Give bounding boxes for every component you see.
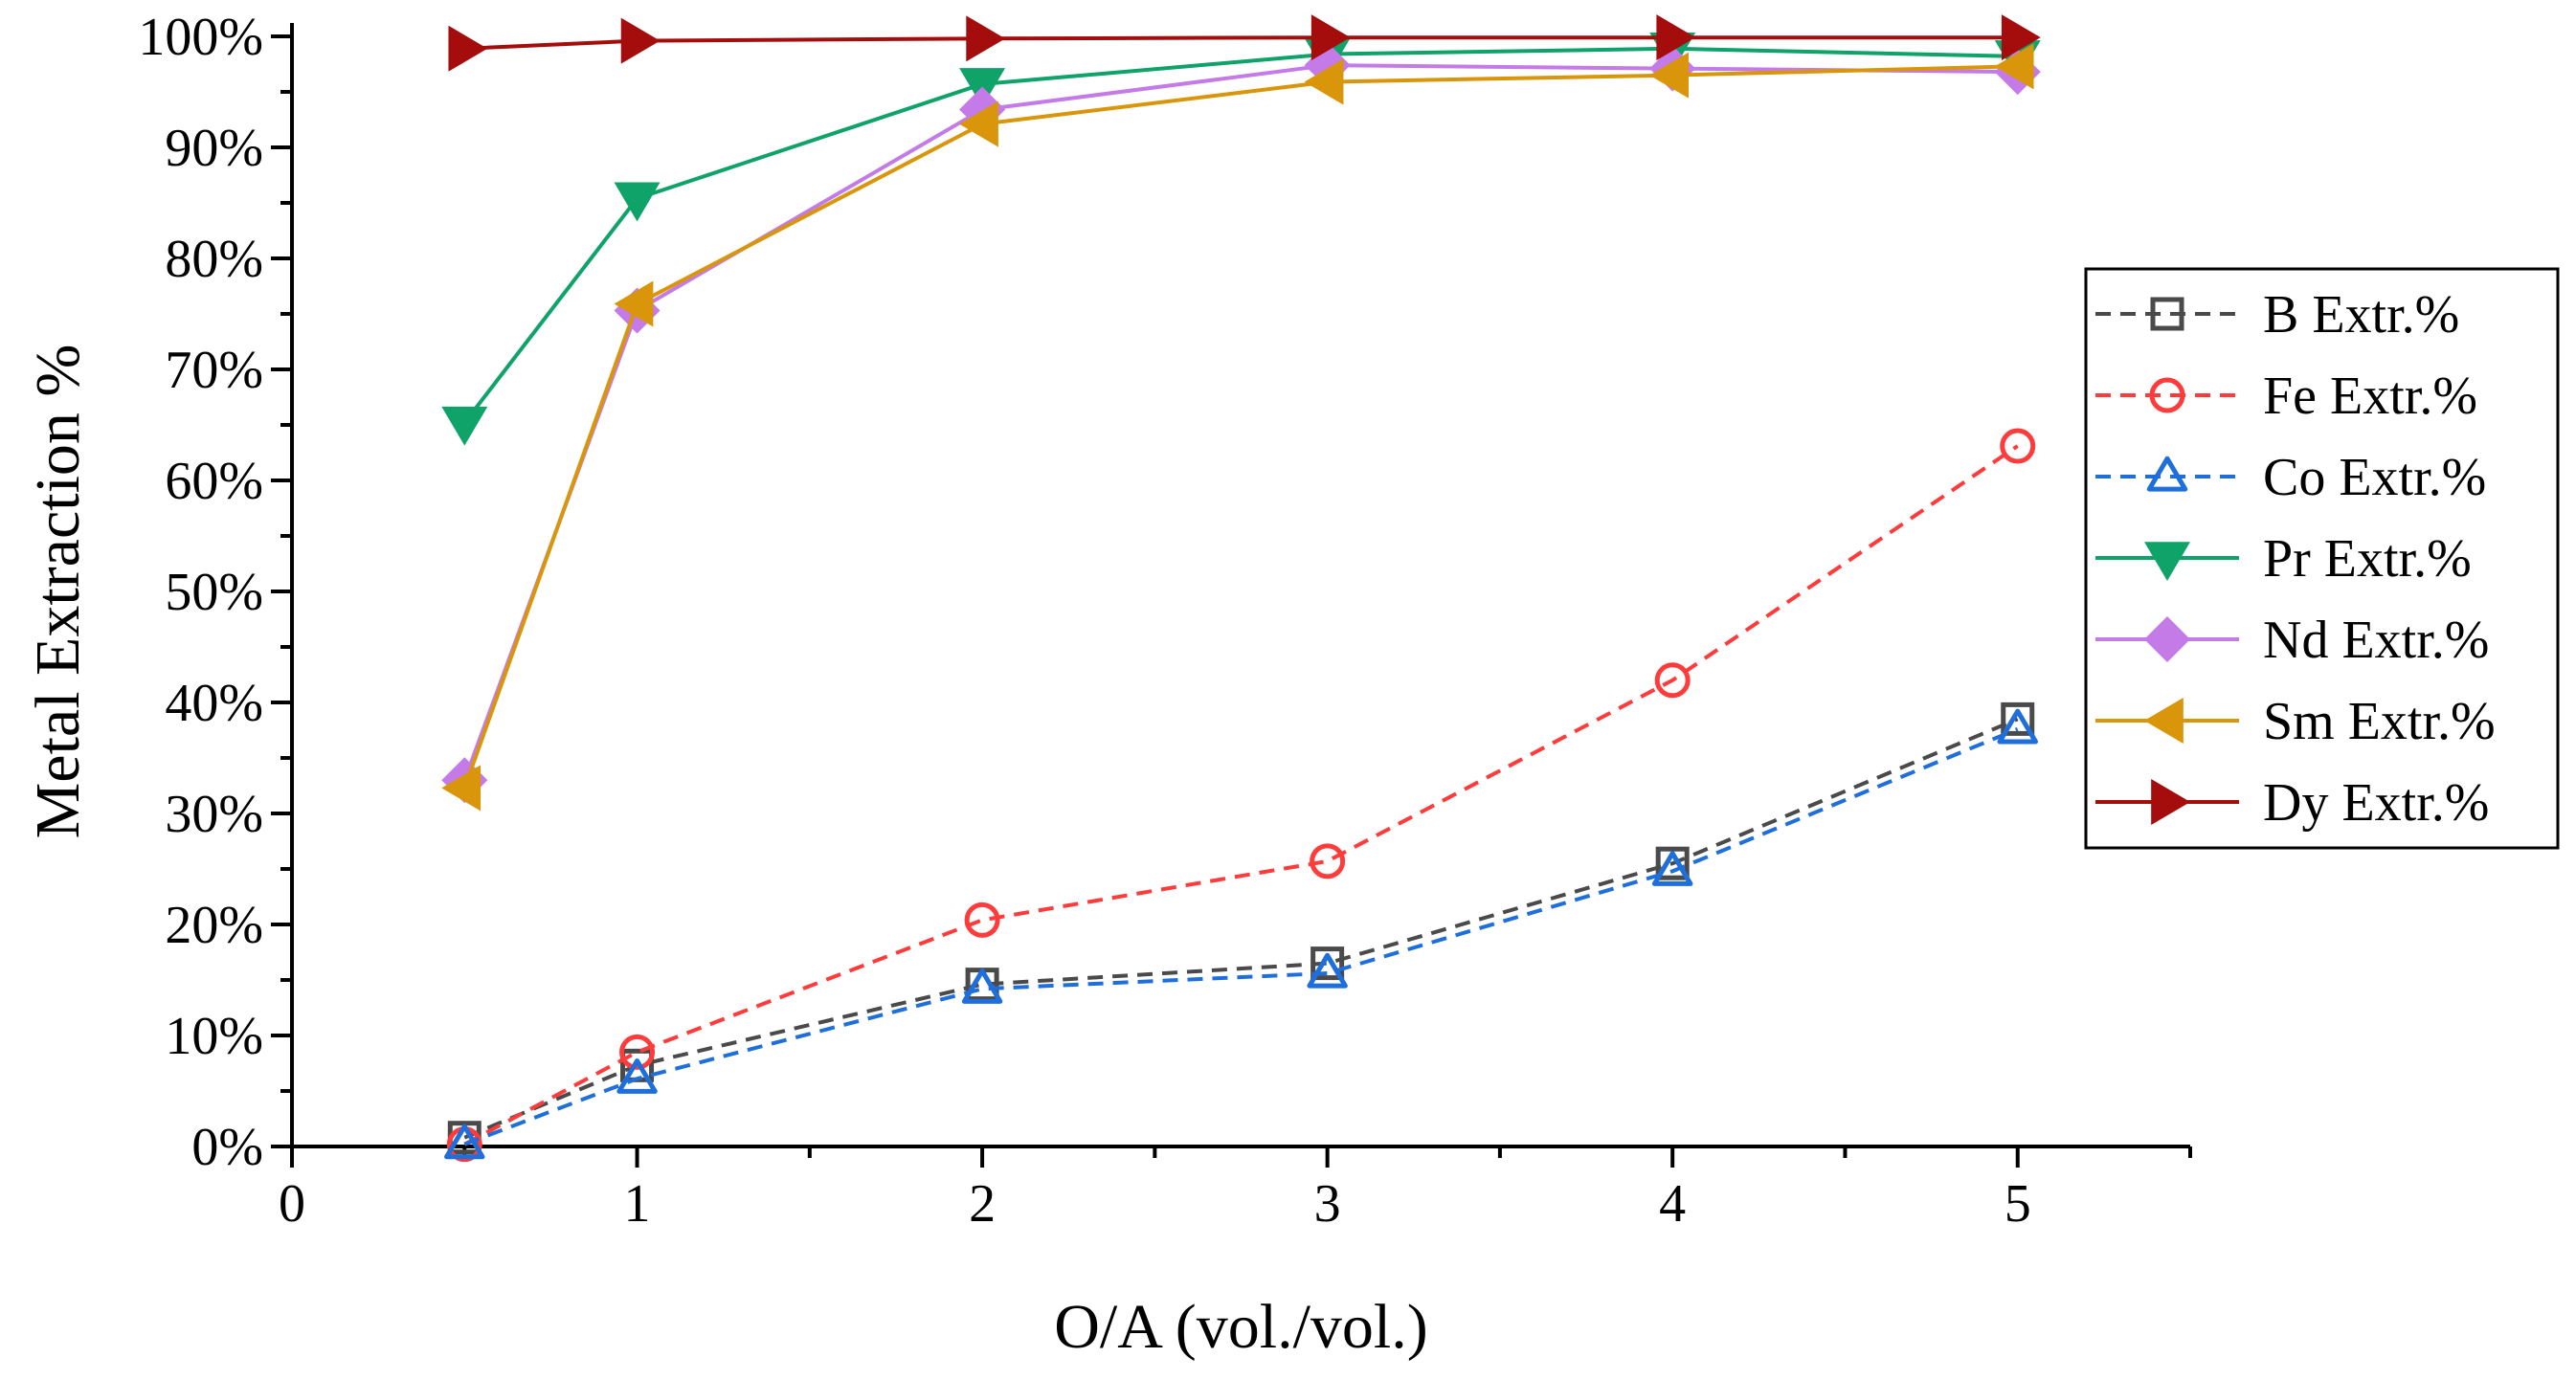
legend-label: Co Extr.% [2263, 448, 2486, 507]
series-layer [441, 14, 2041, 1163]
legend-marker [2146, 456, 2188, 492]
series-line [462, 46, 2018, 424]
data-point [448, 25, 488, 72]
data-point [966, 15, 1006, 62]
axes: 0% 10% 20% 30% 40% 50% 60% 70% 80% 90% 100% 0 1 2 3 4 5 [138, 8, 2192, 1234]
legend-label: Sm Extr.% [2263, 692, 2496, 751]
series-line [462, 63, 2018, 781]
x-tick-label: 5 [2005, 1174, 2031, 1234]
series-nd [441, 42, 2041, 804]
data-point [1307, 952, 1348, 989]
series-fe [446, 428, 2036, 1163]
series-line [462, 64, 2018, 789]
series-line [464, 35, 2018, 51]
x-tick-label: 3 [1314, 1174, 1341, 1234]
x-axis-title: O/A (vol./vol.) [1054, 1292, 1428, 1362]
series-line [463, 717, 2019, 1140]
data-point [1997, 708, 2038, 745]
y-tick-label: 20% [165, 896, 263, 955]
legend-marker [2144, 616, 2190, 662]
y-tick-label: 30% [165, 785, 263, 844]
legend-entry: Dy Extr.% [2095, 773, 2489, 833]
y-tick-label: 90% [165, 119, 263, 178]
y-tick-label: 80% [165, 230, 263, 289]
series-line [463, 444, 2019, 1146]
legend-marker [2149, 377, 2185, 413]
data-point [1655, 846, 1690, 880]
data-point [1304, 58, 1344, 105]
data-point [619, 1034, 656, 1070]
data-point [620, 17, 661, 64]
legend-entry: B Extr.% [2095, 285, 2459, 345]
y-tick-label: 0% [191, 1118, 263, 1177]
data-point [1310, 14, 1351, 61]
legend-entry: Pr Extr.% [2095, 529, 2472, 589]
legend-label: Nd Extr.% [2263, 611, 2489, 670]
data-point [1651, 851, 1693, 886]
legend-marker [2151, 779, 2190, 825]
data-point [2001, 701, 2035, 736]
legend-label: Dy Extr.% [2263, 773, 2489, 833]
series-line [463, 726, 2019, 1146]
y-tick-label: 70% [165, 341, 263, 400]
legend-label: Fe Extr.% [2263, 367, 2477, 426]
data-point [1656, 14, 1696, 61]
data-point [961, 968, 1003, 1004]
legend-label: Pr Extr.% [2263, 529, 2472, 589]
legend-entry: Sm Extr.% [2095, 692, 2496, 751]
data-point [1649, 52, 1689, 99]
series-co [444, 708, 2038, 1160]
data-point [444, 1124, 485, 1160]
legend-marker [2144, 542, 2190, 581]
data-point [2001, 14, 2041, 61]
legend-marker [2150, 297, 2184, 331]
data-point [1994, 43, 2034, 90]
data-point [1310, 946, 1345, 981]
legend-entry: Fe Extr.% [2095, 367, 2477, 426]
data-point [959, 100, 998, 147]
legend-entry: Co Extr.% [2095, 448, 2486, 507]
data-point [441, 406, 488, 446]
data-point [1654, 662, 1691, 699]
data-point [441, 765, 482, 812]
data-point [964, 901, 1000, 938]
data-point [1310, 843, 1346, 879]
y-tick-label: 10% [165, 1007, 263, 1066]
data-point [614, 280, 654, 327]
x-tick-label: 0 [279, 1174, 305, 1234]
y-tick-label: 40% [165, 674, 263, 733]
x-tick-label: 1 [624, 1174, 651, 1234]
data-point [2000, 428, 2036, 464]
legend-label: B Extr.% [2263, 285, 2459, 345]
y-tick-label: 100% [138, 8, 263, 67]
series-pr [441, 32, 2041, 446]
data-point [614, 182, 661, 222]
data-point [616, 1058, 658, 1094]
series-b [447, 701, 2035, 1155]
series-sm [441, 43, 2034, 812]
legend: B Extr.% Fe Extr.% Co Extr.% Pr Extr.% Nd Ex… [2084, 267, 2560, 850]
y-tick-label: 60% [165, 452, 263, 511]
legend-marker [2144, 698, 2184, 744]
x-tick-label: 2 [969, 1174, 996, 1234]
x-tick-label: 4 [1659, 1174, 1686, 1234]
y-axis-title: Metal Extraction % [23, 345, 93, 839]
y-tick-label: 50% [165, 563, 263, 622]
series-dy [448, 14, 2041, 72]
legend-entry: Nd Extr.% [2095, 611, 2489, 670]
